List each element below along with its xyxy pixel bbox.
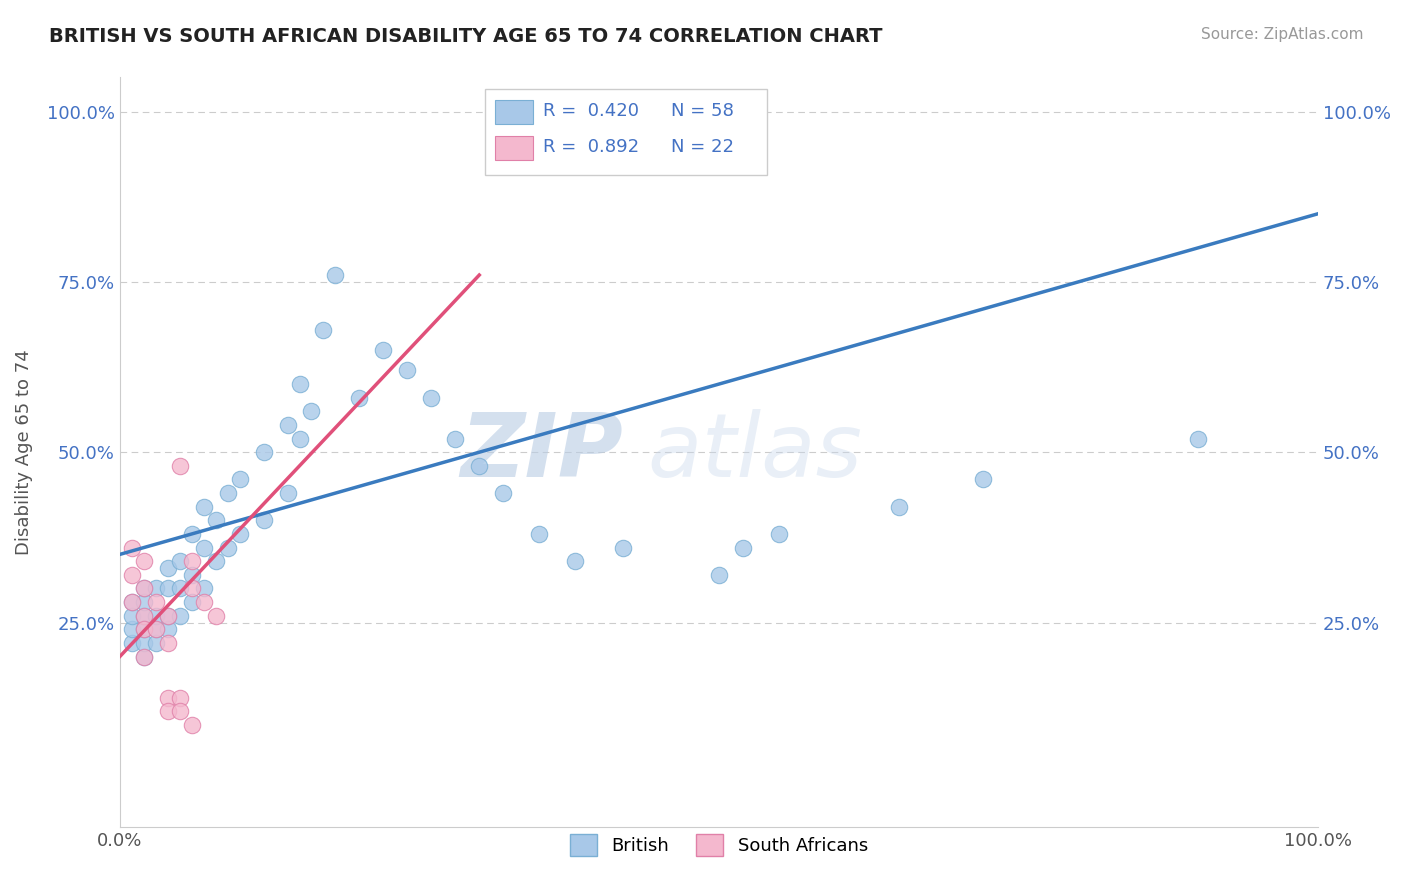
Point: [180, 582, 202, 596]
Point: [132, 582, 155, 596]
Point: [228, 527, 250, 541]
Point: [169, 690, 191, 705]
Point: [145, 608, 167, 623]
Point: [169, 704, 191, 718]
Point: [156, 608, 179, 623]
Point: [156, 608, 179, 623]
Point: [325, 268, 347, 282]
Point: [145, 636, 167, 650]
Text: N = 22: N = 22: [671, 138, 734, 156]
Point: [169, 582, 191, 596]
Point: [193, 500, 215, 514]
Point: [121, 636, 143, 650]
Point: [707, 567, 730, 582]
Point: [288, 377, 311, 392]
Point: [156, 690, 179, 705]
Point: [156, 582, 179, 596]
Point: [193, 541, 215, 555]
Point: [180, 595, 202, 609]
Point: [193, 595, 215, 609]
Point: [492, 486, 515, 500]
Point: [180, 527, 202, 541]
Point: [132, 623, 155, 637]
FancyBboxPatch shape: [485, 88, 766, 175]
Point: [768, 527, 790, 541]
Point: [121, 541, 143, 555]
Point: [132, 554, 155, 568]
FancyBboxPatch shape: [495, 136, 533, 160]
Point: [468, 458, 491, 473]
Point: [121, 623, 143, 637]
Point: [145, 595, 167, 609]
Point: [156, 561, 179, 575]
Point: [420, 391, 443, 405]
Point: [972, 473, 994, 487]
Point: [887, 500, 910, 514]
Point: [121, 567, 143, 582]
Point: [121, 595, 143, 609]
Text: N = 58: N = 58: [671, 103, 734, 120]
Point: [731, 541, 754, 555]
Point: [180, 554, 202, 568]
Point: [156, 623, 179, 637]
Point: [228, 473, 250, 487]
Point: [564, 554, 586, 568]
Point: [132, 608, 155, 623]
Point: [217, 541, 239, 555]
Point: [204, 513, 226, 527]
FancyBboxPatch shape: [495, 100, 533, 124]
Point: [396, 363, 419, 377]
Text: R =  0.420: R = 0.420: [543, 103, 638, 120]
Point: [252, 513, 274, 527]
Point: [132, 649, 155, 664]
Point: [193, 582, 215, 596]
Text: R =  0.892: R = 0.892: [543, 138, 638, 156]
Point: [132, 623, 155, 637]
Point: [121, 608, 143, 623]
Point: [312, 322, 335, 336]
Point: [132, 582, 155, 596]
Point: [349, 391, 371, 405]
Point: [527, 527, 550, 541]
Point: [132, 636, 155, 650]
Point: [276, 486, 298, 500]
Text: Source: ZipAtlas.com: Source: ZipAtlas.com: [1201, 27, 1364, 42]
Point: [301, 404, 323, 418]
Text: BRITISH VS SOUTH AFRICAN DISABILITY AGE 65 TO 74 CORRELATION CHART: BRITISH VS SOUTH AFRICAN DISABILITY AGE …: [49, 27, 883, 45]
Point: [444, 432, 467, 446]
Text: atlas: atlas: [647, 409, 862, 495]
Y-axis label: Disability Age 65 to 74: Disability Age 65 to 74: [15, 350, 32, 555]
Point: [288, 432, 311, 446]
Point: [156, 636, 179, 650]
Point: [132, 608, 155, 623]
Point: [145, 623, 167, 637]
Point: [145, 623, 167, 637]
Legend: British, South Africans: British, South Africans: [562, 827, 876, 863]
Point: [217, 486, 239, 500]
Point: [132, 649, 155, 664]
Point: [180, 718, 202, 732]
Point: [612, 541, 634, 555]
Point: [204, 608, 226, 623]
Point: [1187, 432, 1209, 446]
Point: [169, 608, 191, 623]
Point: [180, 567, 202, 582]
Point: [169, 554, 191, 568]
Point: [204, 554, 226, 568]
Point: [276, 417, 298, 432]
Point: [121, 595, 143, 609]
Point: [145, 582, 167, 596]
Text: ZIP: ZIP: [460, 409, 623, 496]
Point: [252, 445, 274, 459]
Point: [132, 595, 155, 609]
Point: [169, 458, 191, 473]
Point: [156, 704, 179, 718]
Point: [373, 343, 395, 357]
